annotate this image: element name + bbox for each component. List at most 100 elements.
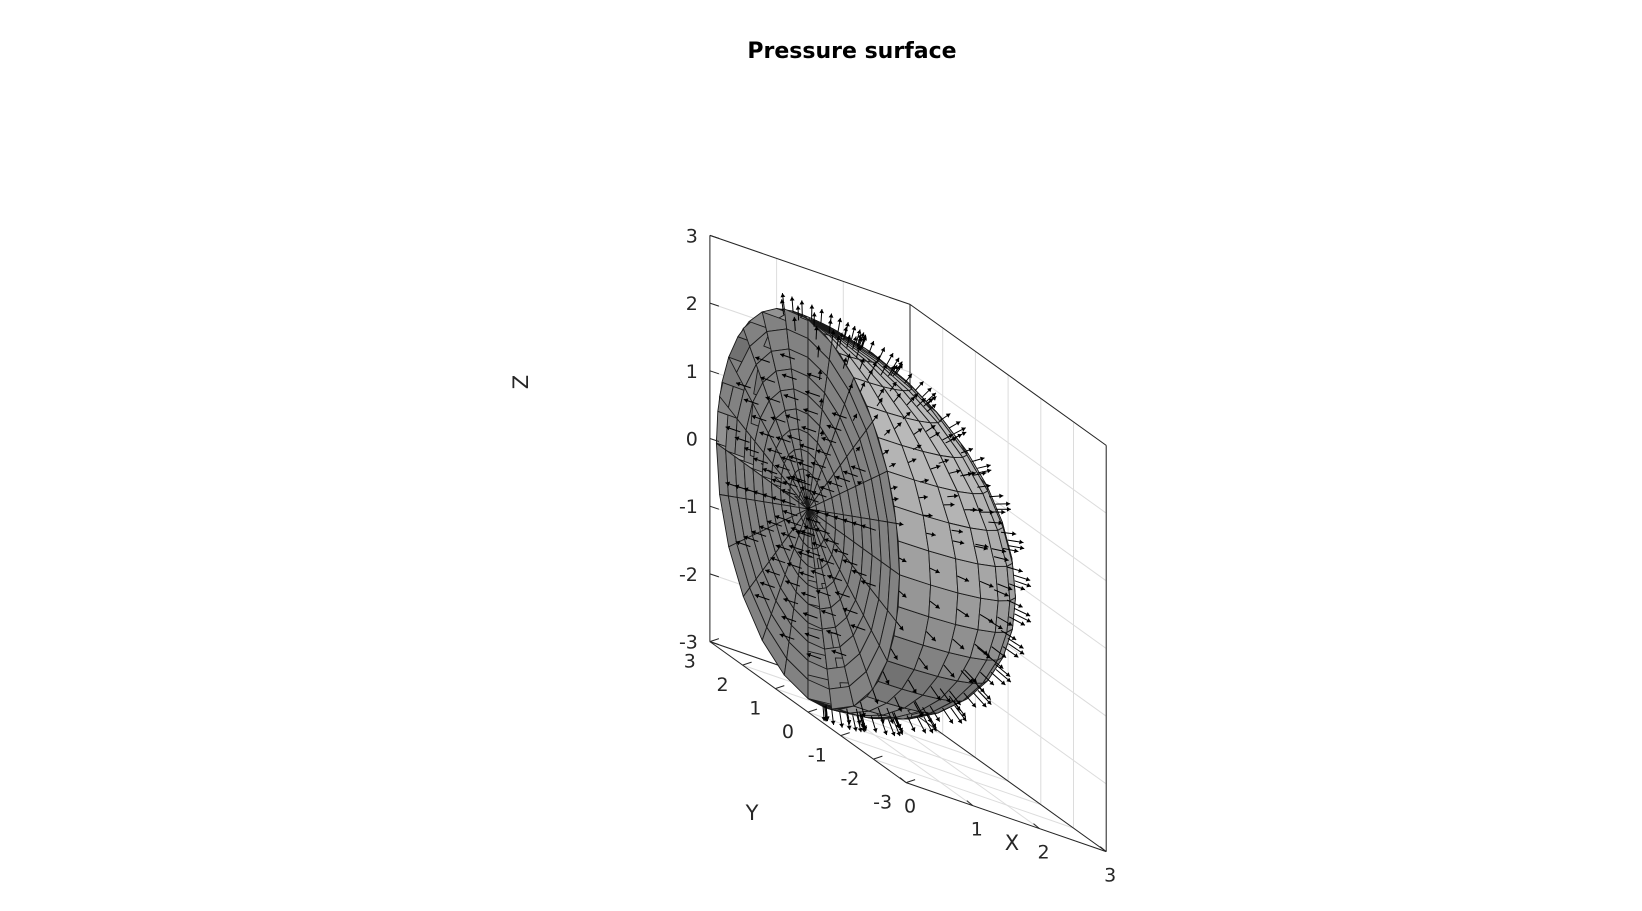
pressure-vector: [918, 657, 929, 670]
pressure-vector: [923, 513, 933, 518]
pressure-vector-head: [848, 383, 853, 389]
pressure-vector-head: [781, 532, 786, 537]
pressure-vector-head: [765, 569, 770, 574]
pressure-vector: [803, 525, 819, 532]
pressure-vector: [795, 479, 811, 486]
pressure-vector-head: [917, 428, 923, 433]
pressure-vector-head: [790, 526, 796, 532]
pressure-vector: [789, 296, 795, 313]
y-tick-mark: [905, 779, 916, 784]
pressure-vector: [874, 355, 881, 368]
pressure-vector: [957, 608, 970, 618]
pressure-vector: [765, 396, 781, 403]
pressure-vector: [890, 485, 898, 491]
pressure-vector-head: [1026, 618, 1031, 623]
z-tick-mark: [709, 302, 720, 307]
pressure-vector: [821, 436, 837, 444]
pressure-vector: [767, 447, 783, 455]
axes-box-edge: [709, 234, 911, 305]
pressure-vector: [916, 397, 927, 407]
pressure-vector: [771, 478, 787, 485]
pressure-vector: [799, 300, 805, 316]
pressure-vector-head: [885, 429, 891, 434]
pressure-vector-head: [725, 481, 731, 487]
pressure-vector-head: [935, 432, 940, 437]
pressure-vector: [891, 496, 899, 502]
pressure-vector: [827, 574, 843, 582]
pressure-vector-head: [810, 569, 816, 575]
pressure-vector-head: [801, 425, 806, 431]
pressure-vector-head: [893, 655, 898, 660]
pressure-vector: [890, 364, 898, 376]
pressure-vector: [811, 312, 817, 327]
pressure-vector-head: [734, 436, 740, 441]
pressure-vector-head: [810, 461, 816, 467]
pressure-vector-head: [959, 540, 965, 545]
pressure-vector: [824, 538, 839, 545]
pressure-vector-head: [852, 413, 858, 419]
pressure-vector: [877, 388, 885, 398]
pressure-vector: [949, 469, 961, 474]
pressure-vector: [819, 485, 835, 493]
pressure-vector-head: [872, 728, 878, 733]
pressure-vector-head: [912, 688, 917, 694]
pressure-vector: [926, 403, 937, 413]
pressure-vector: [860, 701, 866, 718]
pressure-vector-head: [979, 507, 984, 513]
pressure-vector-head: [901, 593, 907, 598]
pressure-vector-head: [984, 543, 989, 549]
pressure-vector-head: [910, 727, 916, 732]
pressure-vector: [735, 540, 751, 548]
pressure-vector-head: [819, 485, 825, 491]
pressure-vector-head: [830, 329, 836, 335]
pressure-vector: [843, 326, 848, 341]
pressure-vector-head: [779, 299, 785, 304]
pressure-vector: [1002, 547, 1019, 554]
pressure-vector-head: [959, 644, 965, 650]
pressure-vector-head: [899, 625, 904, 631]
pressure-vector: [929, 600, 941, 609]
pressure-vector-head: [923, 665, 928, 670]
pressure-vector: [743, 398, 759, 405]
pressure-vector: [989, 493, 1004, 499]
pressure-vector: [760, 376, 776, 383]
pressure-vector: [1013, 607, 1031, 617]
pressure-vector: [1000, 629, 1017, 641]
pressure-vector: [801, 425, 817, 433]
pressure-vector-head: [797, 461, 803, 466]
pressure-vector-head: [1025, 612, 1031, 617]
pressure-vector-head: [1011, 531, 1017, 536]
pressure-vector-head: [755, 356, 760, 361]
pressure-vector: [850, 624, 866, 631]
pressure-vector-head: [883, 730, 888, 735]
grid-line-floor: [873, 758, 1074, 829]
pressure-vector: [882, 671, 890, 685]
pressure-vector-head: [989, 680, 994, 686]
pressure-vector-head: [1005, 672, 1011, 677]
pressure-vector: [898, 557, 907, 563]
pressure-vector-head: [919, 381, 924, 386]
pressure-vector-head: [928, 513, 933, 518]
pressure-vector: [783, 597, 799, 605]
pressure-vector: [950, 707, 963, 724]
y-axis-label: Y: [745, 801, 759, 825]
pressure-vector: [819, 558, 835, 565]
pressure-vector-head: [931, 392, 936, 398]
pressure-vector-head: [936, 695, 941, 701]
pressure-vector-head: [831, 649, 837, 655]
pressure-vector: [819, 430, 825, 437]
pressure-vector: [995, 669, 1012, 683]
pressure-vector: [971, 678, 985, 693]
z-tick-label: 0: [686, 429, 698, 451]
pressure-vector: [770, 416, 786, 423]
pressure-vector: [859, 711, 866, 728]
pressure-vector-head: [1025, 576, 1031, 582]
pressure-vector-head: [821, 609, 826, 615]
pressure-vector-head: [945, 413, 951, 418]
pressure-vector-head: [882, 364, 887, 369]
z-tick-label: -2: [679, 564, 698, 586]
pressure-vector-head: [986, 468, 992, 474]
y-tick-label: -2: [840, 768, 859, 790]
y-tick-mark: [775, 685, 785, 690]
